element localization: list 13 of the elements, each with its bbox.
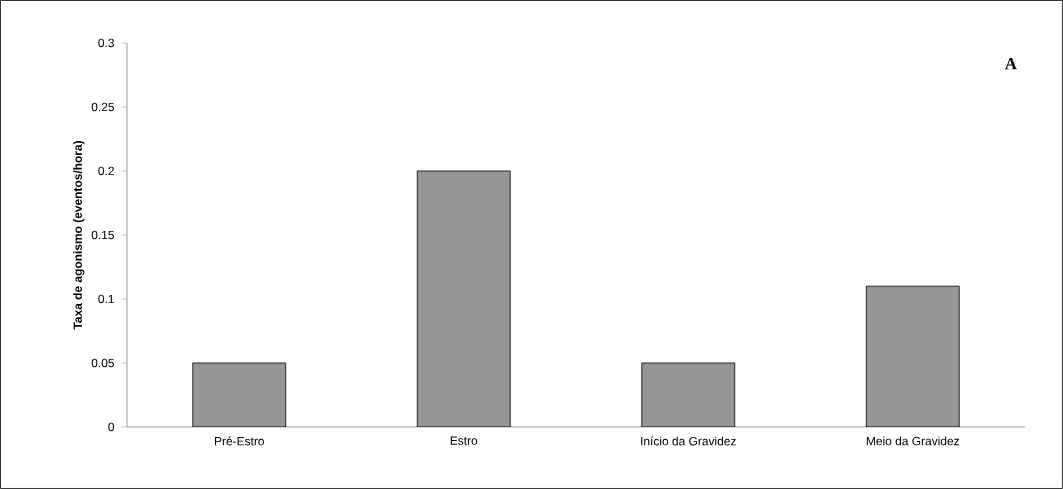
- y-tick-label: 0.1: [98, 294, 114, 304]
- y-tick-label: 0: [108, 422, 115, 432]
- y-axis-title: Taxa de agonismo (eventos/hora): [73, 141, 85, 330]
- annotation: A: [1004, 58, 1017, 70]
- y-tick-label: 0.2: [98, 166, 114, 176]
- y-tick-label: 0.25: [91, 102, 114, 112]
- y-tick-label: 0.05: [91, 358, 114, 368]
- x-tick-label: Início da Gravidez: [641, 436, 736, 446]
- x-tick-label: Meio da Gravidez: [866, 436, 959, 446]
- x-tick-label: Pré-Estro: [215, 436, 264, 446]
- x-tick-label: Estro: [450, 436, 478, 445]
- y-tick-label: 0.15: [91, 230, 114, 240]
- y-tick-label: 0.3: [98, 38, 114, 48]
